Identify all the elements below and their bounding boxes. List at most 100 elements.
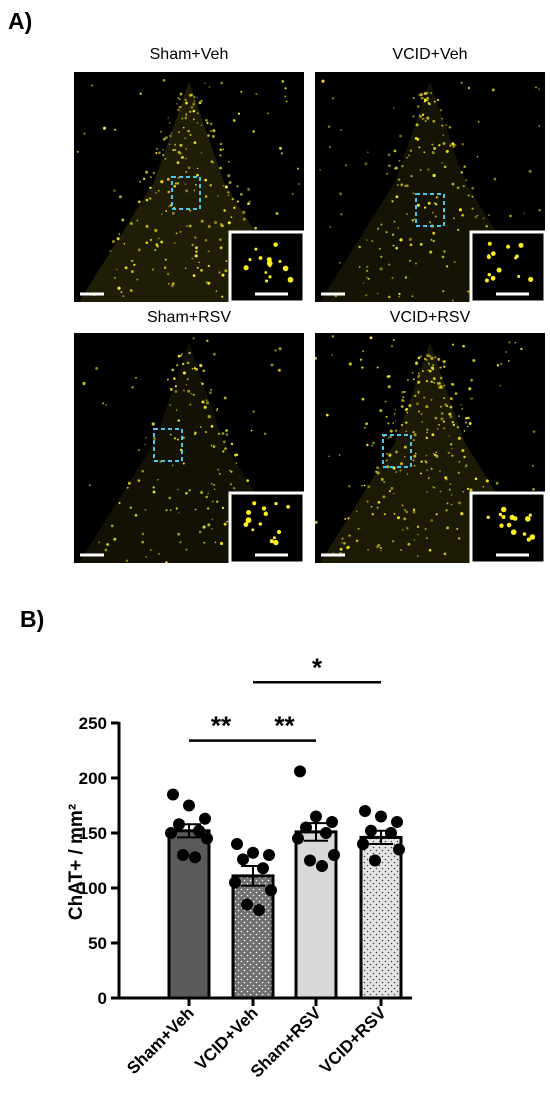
chat-cell [228,181,232,185]
micrograph-sham-rsv [74,333,304,563]
inset-cell [487,272,492,277]
chat-cell [210,130,212,132]
chat-cell [439,366,442,369]
chat-cell [465,464,468,467]
chat-cell [210,160,214,164]
chat-cell [364,162,368,166]
chat-cell [435,196,439,199]
chat-cell [395,450,398,454]
inset-cell [528,513,532,517]
inset-cell [252,501,257,506]
chat-cell [278,347,282,351]
y-tick-label: 100 [79,879,107,898]
chat-cell [193,141,196,144]
chat-cell [169,387,173,391]
chat-cell [397,184,399,186]
chat-cell [457,471,460,474]
chat-cell [371,513,374,516]
chat-cell [205,119,208,122]
chat-cell [182,362,185,366]
chat-cell [184,137,187,140]
chat-cell [400,405,404,408]
chat-cell [192,274,196,278]
chat-cell [217,195,219,197]
data-point [265,884,277,897]
chat-cell [414,452,417,455]
chat-cell [457,537,461,540]
chat-cell [207,264,210,268]
chat-cell [397,227,399,229]
chat-cell [437,357,441,361]
chat-cell [417,380,421,384]
chat-cell [230,216,233,218]
chat-cell [361,484,363,487]
chat-cell [403,517,407,521]
chat-cell [426,469,428,472]
chat-cell [404,456,406,458]
chat-cell [387,422,390,425]
chat-cell [439,470,441,472]
chat-cell [417,390,420,393]
chat-cell [145,224,149,228]
chat-cell [417,392,420,394]
chat-cell [118,233,121,235]
chat-cell [363,484,366,487]
chat-cell [198,530,202,534]
chat-cell [118,502,121,504]
chat-cell [185,157,187,160]
chat-cell [460,171,463,174]
chat-cell [403,509,406,512]
data-point [359,805,371,817]
chat-cell [185,148,187,150]
chat-cell [451,454,454,457]
chat-cell [175,364,179,367]
chat-cell [404,408,408,412]
chat-cell [460,512,464,516]
chat-cell [499,384,502,387]
chat-cell [418,146,421,149]
chat-cell [252,130,256,133]
chat-cell [185,112,188,115]
chat-cell [236,200,239,203]
chat-cell [417,372,420,374]
chat-cell [432,368,435,371]
chat-cell [204,178,208,182]
inset-cell [273,242,278,247]
chat-cell [442,142,446,145]
chat-cell [399,469,402,472]
chat-cell [366,276,368,279]
data-point [231,838,243,850]
chat-cell [215,409,218,412]
chat-cell [131,259,134,262]
chat-cell [171,282,175,286]
chat-cell [430,356,434,360]
chat-cell [327,125,331,128]
chat-cell [219,246,223,250]
chat-cell [169,433,172,436]
chat-cell [204,82,206,85]
chat-cell [133,263,136,266]
chat-cell [403,390,406,393]
chat-cell [439,490,442,493]
chat-cell [430,380,433,383]
y-tick-label: 0 [98,989,107,1008]
chat-cell [250,429,253,432]
chat-cell [445,149,449,153]
y-tick-label: 50 [88,934,107,953]
chat-cell [367,151,369,153]
chat-cell [227,194,230,196]
chat-cell [463,455,466,459]
chat-cell [393,149,397,153]
chat-cell [409,243,413,247]
inset-cell [506,244,511,249]
chat-cell [167,117,169,119]
chat-cell [165,210,168,212]
image-title-vcid-veh: VCID+Veh [392,46,468,63]
chat-cell [191,257,194,260]
chat-cell [409,149,413,152]
chat-cell [182,436,185,439]
chat-cell [224,269,228,273]
chat-cell [439,109,443,112]
chat-cell [151,268,155,271]
chat-cell [184,98,186,101]
